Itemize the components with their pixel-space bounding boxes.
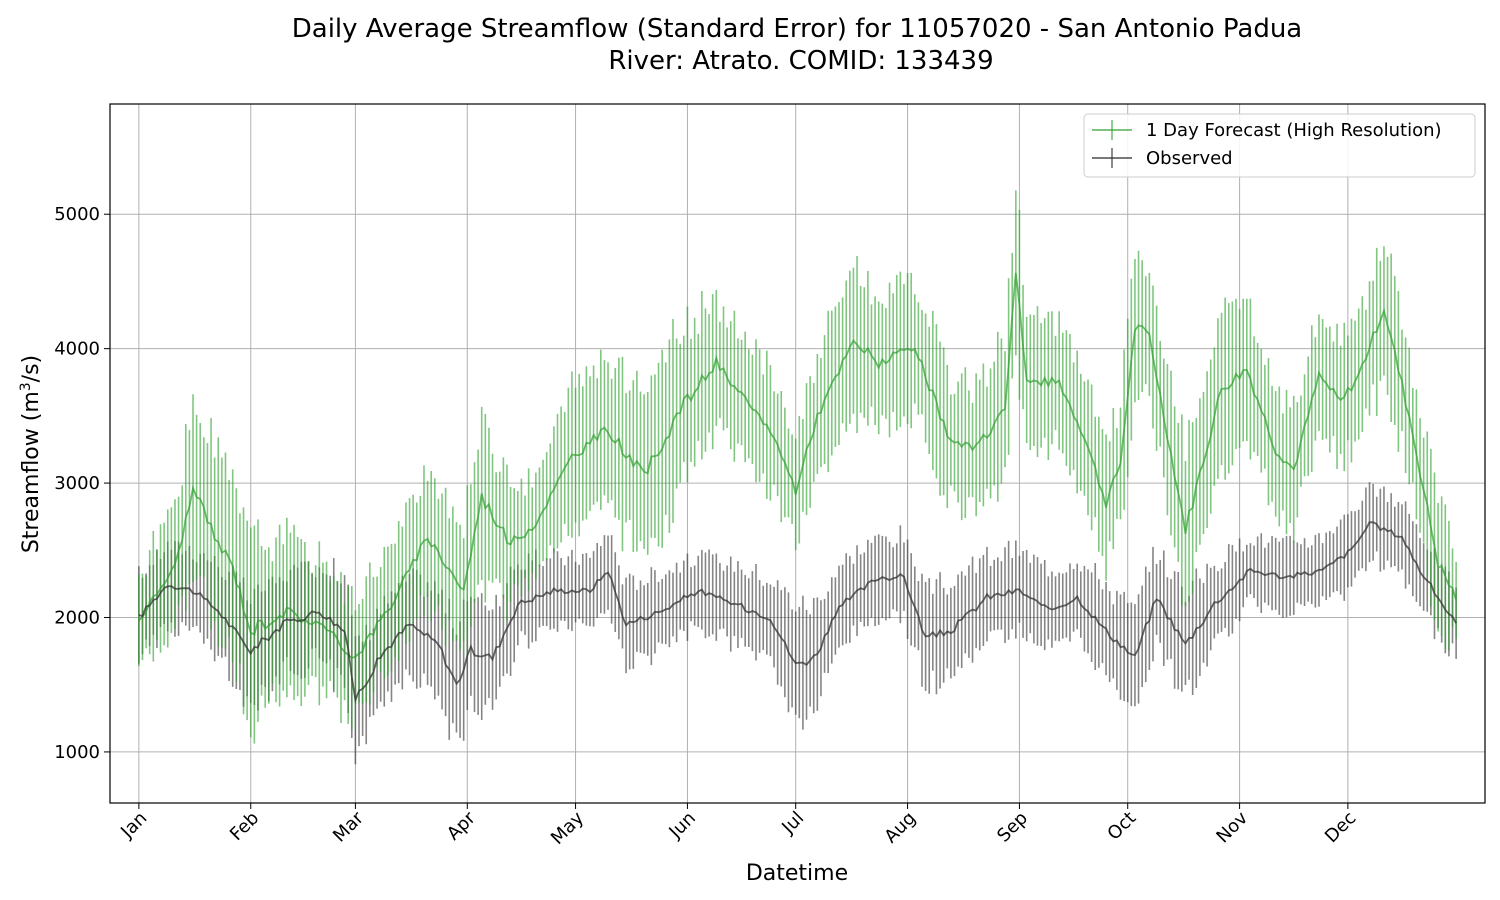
x-tick-label-jun: Jun (665, 808, 700, 843)
x-tick-label-oct: Oct (1103, 808, 1140, 845)
observed-series-line (138, 521, 1457, 704)
x-tick-label-nov: Nov (1212, 807, 1252, 847)
y-tick-label-2000: 2000 (54, 607, 100, 628)
x-tick-label-feb: Feb (226, 808, 263, 845)
y-axis-label: Streamflow (m3/s) (18, 355, 44, 553)
x-axis-label: Datetime (746, 861, 848, 886)
chart-title-line1: Daily Average Streamflow (Standard Error… (292, 14, 1302, 44)
legend: 1 Day Forecast (High Resolution) Observe… (1083, 113, 1476, 178)
y-axis-label-main: Streamflow (m (19, 391, 44, 553)
y-tick-label-3000: 3000 (54, 473, 100, 494)
chart-title-line2: River: Atrato. COMID: 133439 (608, 46, 993, 76)
legend-box (1083, 113, 1476, 178)
x-tick-label-mar: Mar (329, 807, 368, 846)
x-tick-label-dec: Dec (1321, 808, 1360, 847)
x-tick-label-sep: Sep (993, 808, 1032, 847)
y-axis-ticks: 1000 2000 3000 4000 5000 (54, 204, 110, 763)
y-axis-label-end: /s) (19, 355, 44, 382)
x-axis-ticks: Jan Feb Mar Apr May Jun Jul Aug Sep Oct Nov Dec (116, 803, 1360, 849)
observed-error-bars (138, 482, 1457, 765)
forecast-series-line (138, 272, 1457, 659)
y-tick-label-1000: 1000 (54, 742, 100, 763)
x-tick-label-apr: Apr (443, 807, 480, 844)
x-tick-label-may: May (547, 807, 588, 848)
plot-frame (109, 103, 1486, 804)
y-tick-label-5000: 5000 (54, 204, 100, 225)
forecast-error-bars (138, 190, 1457, 744)
x-tick-label-jan: Jan (116, 808, 151, 843)
x-tick-label-aug: Aug (880, 808, 920, 848)
legend-label-forecast: 1 Day Forecast (High Resolution) (1146, 120, 1442, 141)
y-tick-label-4000: 4000 (54, 339, 100, 360)
x-tick-label-jul: Jul (777, 808, 808, 839)
y-axis-label-sup: 3 (18, 382, 34, 391)
legend-label-observed: Observed (1146, 148, 1233, 169)
